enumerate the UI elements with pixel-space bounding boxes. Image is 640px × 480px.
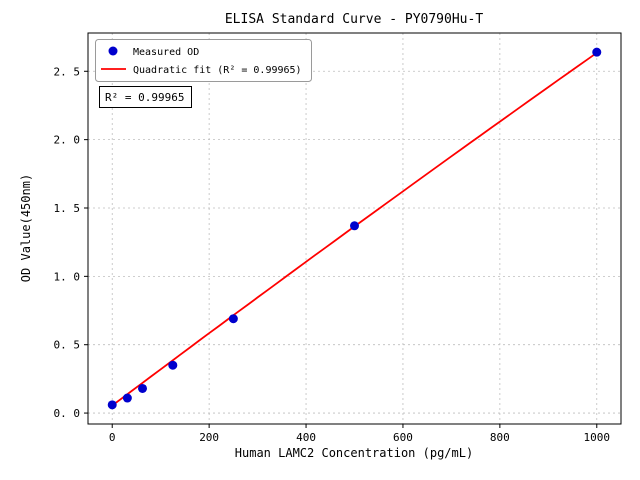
x-tick-label: 800 bbox=[490, 431, 510, 444]
series-layer bbox=[107, 47, 602, 410]
y-tick-label: 0. 0 bbox=[54, 407, 81, 420]
measured-od-point bbox=[138, 383, 148, 393]
r-squared-box bbox=[99, 86, 192, 108]
x-tick-label: 0 bbox=[109, 431, 116, 444]
r-squared-text: R² = 0.99965 bbox=[105, 91, 184, 104]
measured-od-point bbox=[592, 47, 602, 57]
measured-od-point bbox=[350, 221, 359, 231]
x-tick-label: 1000 bbox=[584, 431, 611, 444]
x-tick-label: 400 bbox=[296, 431, 316, 444]
legend-marker-measured-od bbox=[108, 46, 118, 56]
chart-title: ELISA Standard Curve - PY0790Hu-T bbox=[225, 12, 483, 27]
measured-od-point bbox=[107, 400, 117, 410]
y-axis-label: OD Value(450nm) bbox=[19, 174, 33, 282]
legend-box bbox=[95, 39, 312, 82]
measured-od-point bbox=[168, 360, 178, 370]
measured-od-point bbox=[122, 393, 132, 403]
measured-od-point bbox=[228, 314, 238, 324]
legend: Measured OD Quadratic fit (R² = 0.99965) bbox=[95, 39, 312, 82]
x-tick-label: 600 bbox=[393, 431, 413, 444]
x-tick-label: 200 bbox=[199, 431, 219, 444]
plot-border bbox=[87, 32, 622, 425]
tick-layer: 0 200 400 600 800 1000 0. 0 0. 5 1. 0 1. 5 2. 0 2. … bbox=[54, 65, 611, 444]
grid-layer bbox=[88, 33, 621, 424]
y-tick-label: 2. 5 bbox=[54, 65, 81, 78]
r-squared-annotation: R² = 0.99965 bbox=[99, 86, 192, 108]
x-axis-label: Human LAMC2 Concentration (pg/mL) bbox=[235, 446, 473, 460]
y-tick-label: 1. 5 bbox=[54, 202, 81, 215]
y-tick-label: 2. 0 bbox=[54, 134, 81, 147]
legend-label-measured-od: Measured OD bbox=[133, 47, 199, 58]
y-tick-label: 0. 5 bbox=[54, 339, 81, 352]
y-tick-label: 1. 0 bbox=[54, 270, 81, 283]
legend-label-quadratic-fit: Quadratic fit (R² = 0.99965) bbox=[133, 65, 302, 76]
